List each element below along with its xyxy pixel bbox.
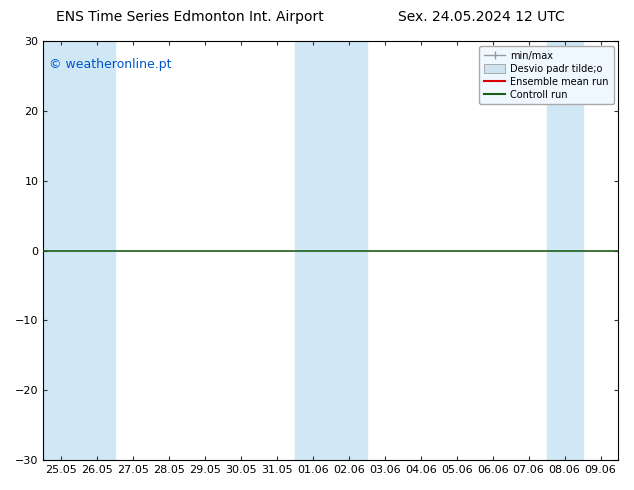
Bar: [43, 41, 79, 460]
Bar: [295, 41, 331, 460]
Legend: min/max, Desvio padr tilde;o, Ensemble mean run, Controll run: min/max, Desvio padr tilde;o, Ensemble m…: [479, 46, 614, 104]
Bar: [79, 41, 115, 460]
Bar: [331, 41, 367, 460]
Text: © weatheronline.pt: © weatheronline.pt: [49, 58, 172, 71]
Bar: [547, 41, 583, 460]
Text: Sex. 24.05.2024 12 UTC: Sex. 24.05.2024 12 UTC: [398, 10, 566, 24]
Text: ENS Time Series Edmonton Int. Airport: ENS Time Series Edmonton Int. Airport: [56, 10, 324, 24]
